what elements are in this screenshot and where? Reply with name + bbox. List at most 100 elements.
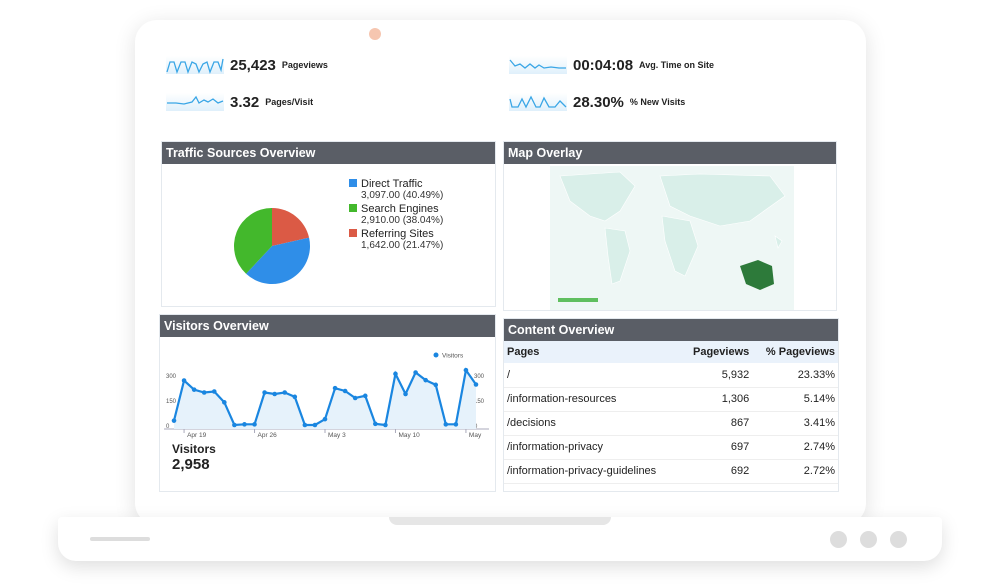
pct-cell: 23.33%: [752, 363, 838, 388]
x-tick-label: Apr 19: [187, 432, 207, 439]
legend-label: Visitors: [442, 353, 464, 360]
col-pages: Pages: [504, 341, 682, 363]
legend-search: Search Engines 2,910.00 (38.04%): [349, 203, 443, 226]
visitors-label: Visitors: [172, 442, 216, 456]
data-point[interactable]: [211, 389, 217, 394]
pie-slice[interactable]: [246, 237, 310, 284]
panel-title: Visitors Overview: [160, 315, 495, 337]
map-scale: [558, 298, 598, 302]
panel-title: Map Overlay: [504, 142, 836, 164]
swatch: [349, 204, 357, 212]
legend-direct: Direct Traffic 3,097.00 (40.49%): [349, 178, 443, 201]
data-point[interactable]: [262, 390, 267, 395]
table-row[interactable]: /5,932 23.33%: [504, 363, 838, 388]
pct-cell: 5.14%: [752, 387, 838, 412]
data-point[interactable]: [201, 390, 207, 395]
data-point[interactable]: [232, 422, 237, 428]
y-tick-label: 150: [166, 399, 177, 405]
y-tick-label-right: 150: [474, 399, 485, 405]
table-row[interactable]: /information-privacy 697 2.74%: [504, 435, 838, 460]
data-point[interactable]: [373, 421, 378, 427]
pct-cell: 2.74%: [752, 435, 838, 460]
x-tick-label: Apr 26: [258, 432, 278, 439]
base-dot: [890, 531, 907, 548]
pageviews-cell: 692: [681, 459, 753, 484]
metric-avg-time: 00:04:08 Avg. Time on Site: [509, 56, 714, 74]
legend-marker: [433, 352, 439, 358]
page-cell: /: [504, 363, 682, 388]
data-point[interactable]: [252, 422, 257, 427]
panel-title: Content Overview: [504, 319, 838, 341]
data-point[interactable]: [292, 394, 298, 400]
data-point[interactable]: [222, 400, 227, 405]
laptop-notch: [389, 517, 611, 525]
data-point[interactable]: [302, 422, 308, 428]
data-point[interactable]: [282, 390, 288, 395]
pie-slice[interactable]: [272, 208, 310, 246]
col-pct: % Pageviews: [752, 341, 838, 363]
data-point[interactable]: [453, 422, 459, 427]
table-row[interactable]: /information-resources 1,306 5.14%: [504, 387, 838, 412]
data-point[interactable]: [433, 382, 439, 388]
page-cell: /information-privacy: [504, 435, 682, 460]
data-point[interactable]: [332, 385, 338, 391]
sparkline: [166, 56, 224, 74]
metric-pages-visit: 3.32 Pages/Visit: [166, 93, 313, 111]
pie-slice[interactable]: [234, 208, 272, 274]
data-point[interactable]: [423, 377, 428, 383]
data-point[interactable]: [383, 422, 388, 428]
x-tick-label: May: [469, 432, 482, 439]
data-point[interactable]: [171, 418, 177, 423]
traffic-sources-panel: Traffic Sources Overview Direct Traffic 3…: [161, 141, 496, 307]
sparkline: [509, 93, 567, 111]
pageviews-cell: 867: [681, 411, 753, 436]
table-row[interactable]: /decisions 867 3.41%: [504, 411, 838, 436]
map-panel: Map Overlay: [503, 141, 837, 311]
metric-pageviews: 25,423 Pageviews: [166, 56, 328, 74]
x-tick-label: May 10: [398, 432, 420, 439]
table-row[interactable]: /information-privacy-guidelines 692 2.72%: [504, 459, 838, 484]
data-point[interactable]: [191, 387, 197, 392]
pct-cell: 3.41%: [752, 411, 838, 436]
visitors-total: 2,958: [172, 456, 210, 473]
y-tick-label: 300: [166, 374, 177, 380]
panel-title: Traffic Sources Overview: [162, 142, 495, 164]
y-tick-label: 0: [166, 424, 170, 430]
data-point[interactable]: [473, 382, 479, 387]
data-point[interactable]: [413, 370, 418, 375]
data-point[interactable]: [403, 391, 408, 397]
data-point[interactable]: [181, 378, 187, 383]
data-point[interactable]: [463, 367, 469, 373]
data-point[interactable]: [242, 422, 247, 427]
pie-chart: [234, 208, 310, 284]
page-cell: /information-resources: [504, 387, 682, 412]
x-tick-label: May 3: [328, 432, 346, 439]
data-point[interactable]: [352, 395, 358, 401]
content-table: Pages Pageviews % Pageviews /5,932 23.33%…: [504, 341, 838, 484]
pageviews-cell: 697: [681, 435, 753, 460]
data-point[interactable]: [322, 416, 328, 422]
col-pageviews: Pageviews: [681, 341, 753, 363]
content-panel: Content Overview Pages Pageviews % Pagev…: [503, 318, 839, 492]
data-point[interactable]: [443, 422, 449, 427]
sparkline: [509, 56, 567, 74]
data-point[interactable]: [272, 391, 277, 397]
data-point[interactable]: [393, 371, 398, 377]
australia-region[interactable]: [740, 260, 774, 290]
base-dot: [860, 531, 877, 548]
sparkline: [166, 93, 224, 111]
swatch: [349, 179, 357, 187]
data-point[interactable]: [342, 388, 348, 394]
base-dot: [830, 531, 847, 548]
swatch: [349, 229, 357, 237]
camera: [369, 28, 381, 40]
world-map[interactable]: [550, 166, 794, 310]
y-tick-label-right: 300: [474, 374, 485, 380]
pct-cell: 2.72%: [752, 459, 838, 484]
base-line: [90, 537, 150, 541]
data-point[interactable]: [362, 393, 368, 399]
data-point[interactable]: [312, 422, 318, 428]
pageviews-cell: 5,932: [681, 363, 753, 388]
page-cell: /decisions: [504, 411, 682, 436]
